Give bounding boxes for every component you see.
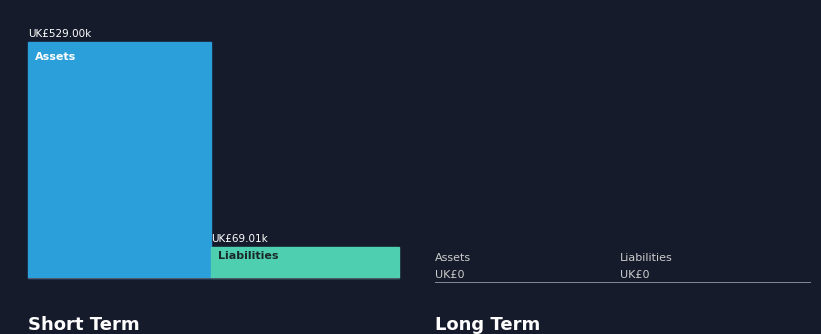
Text: Assets: Assets <box>435 253 471 263</box>
Text: UK£69.01k: UK£69.01k <box>211 234 268 244</box>
Bar <box>211 247 399 278</box>
Text: Assets: Assets <box>35 52 76 62</box>
Text: UK£0: UK£0 <box>435 270 465 280</box>
Text: Liabilities: Liabilities <box>620 253 672 263</box>
Text: Short Term: Short Term <box>28 316 140 334</box>
Text: Long Term: Long Term <box>435 316 540 334</box>
Text: UK£0: UK£0 <box>620 270 649 280</box>
Text: UK£529.00k: UK£529.00k <box>28 29 91 39</box>
Text: Liabilities: Liabilities <box>218 251 278 261</box>
Bar <box>28 42 211 278</box>
